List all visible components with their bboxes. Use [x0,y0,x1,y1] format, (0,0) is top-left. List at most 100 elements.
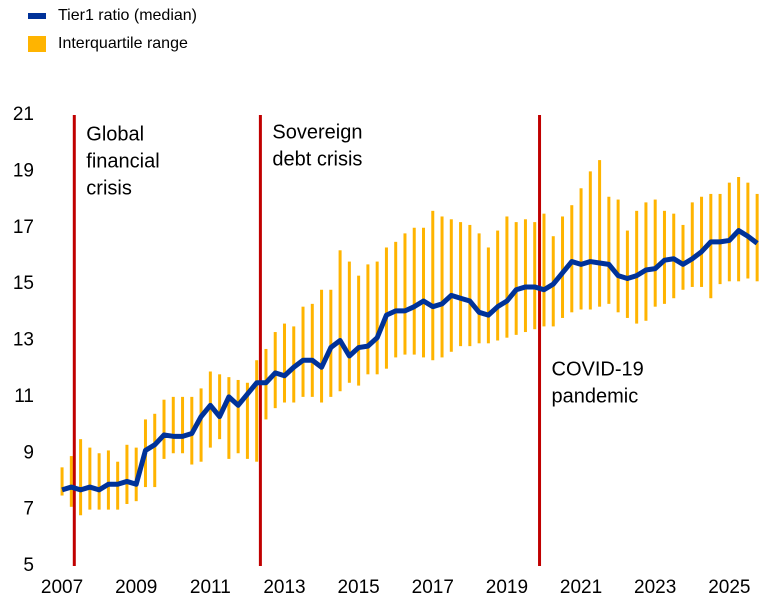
iqr-bar [347,261,351,383]
iqr-bar [662,210,666,304]
iqr-bar [746,182,750,279]
event-label: COVID-19 [552,358,644,380]
x-tick-label: 2017 [412,577,454,598]
iqr-bar [496,230,500,341]
y-tick-label: 9 [23,442,34,463]
legend-label: Tier1 ratio (median) [58,7,197,24]
x-tick-label: 2009 [115,577,157,598]
iqr-bar [412,227,416,355]
y-tick-label: 5 [23,555,34,576]
iqr-bar [301,306,305,397]
iqr-bar [69,456,73,507]
iqr-bar [171,396,175,454]
y-tick-label: 7 [23,499,34,520]
iqr-bar [690,202,694,287]
event-label: crisis [86,177,132,199]
iqr-bar [561,216,565,318]
iqr-bar [208,371,212,448]
iqr-bar [310,303,314,397]
iqr-bar [329,289,333,397]
iqr-bar [570,205,574,313]
y-tick-label: 13 [13,330,34,351]
y-tick-label: 21 [13,104,34,125]
iqr-bar [255,360,259,462]
iqr-bar [440,216,444,358]
x-tick-label: 2025 [708,577,750,598]
legend-swatch [28,13,46,19]
x-tick-label: 2007 [41,577,83,598]
iqr-bar [533,222,537,330]
iqr-bar [579,188,583,310]
iqr-bar [505,216,509,338]
iqr-bar [523,219,527,333]
y-tick-label: 19 [13,160,34,181]
iqr-bar [338,250,342,392]
iqr-bar [125,444,129,504]
x-tick-label: 2013 [263,577,305,598]
y-tick-label: 15 [13,273,34,294]
iqr-bar [273,332,277,409]
iqr-bar [449,219,453,352]
iqr-bar [727,182,731,282]
event-label: Sovereign [272,121,362,143]
iqr-bar [616,199,620,313]
event-label: pandemic [552,385,639,407]
iqr-bar [672,213,676,299]
iqr-bar [282,323,286,403]
iqr-bar [459,222,463,347]
x-tick-label: 2011 [190,577,231,598]
legend-swatch [28,36,46,52]
iqr-bar [644,202,648,321]
iqr-bar [607,196,611,304]
iqr-bar [700,196,704,287]
x-tick-label: 2015 [337,577,379,598]
iqr-bar [88,447,92,510]
iqr-bar [588,171,592,310]
iqr-bar [394,241,398,358]
iqr-bar [79,439,83,516]
x-tick-label: 2023 [634,577,676,598]
iqr-bar [106,450,110,510]
median-line [61,228,759,493]
iqr-bar [635,210,639,324]
iqr-bar [60,467,64,496]
legend-label: Interquartile range [58,35,188,52]
iqr-bar [320,289,324,403]
x-tick-label: 2021 [560,577,602,598]
y-tick-label: 11 [14,386,34,407]
iqr-bar [486,247,490,344]
iqr-bar [245,382,249,459]
iqr-bar [181,396,185,454]
iqr-bar [477,233,481,344]
iqr-bar [755,193,759,282]
iqr-bar [384,247,388,369]
iqr-bar [199,388,203,462]
iqr-bar [357,275,361,386]
iqr-bar [542,213,546,327]
iqr-bar [718,193,722,285]
x-tick-label: 2019 [486,577,528,598]
iqr-bar [227,377,231,459]
iqr-bar [514,222,518,335]
iqr-bar [366,264,370,375]
iqr-bar [468,224,472,347]
event-label: Global [86,123,144,145]
iqr-bar [403,233,407,355]
iqr-bar [134,447,138,502]
iqr-bar [162,399,166,459]
y-tick-label: 17 [13,217,34,238]
event-label: financial [86,150,159,172]
iqr-bar [431,210,435,361]
iqr-bar [236,379,240,454]
iqr-bar [375,261,379,375]
iqr-bar [625,230,629,318]
iqr-bar [153,413,157,488]
iqr-bar [598,160,602,307]
iqr-bar [97,453,101,510]
iqr-bar [422,227,426,358]
iqr-bar [709,193,713,299]
iqr-bar [218,374,222,440]
event-label: debt crisis [272,148,362,170]
iqr-bar [681,224,685,290]
